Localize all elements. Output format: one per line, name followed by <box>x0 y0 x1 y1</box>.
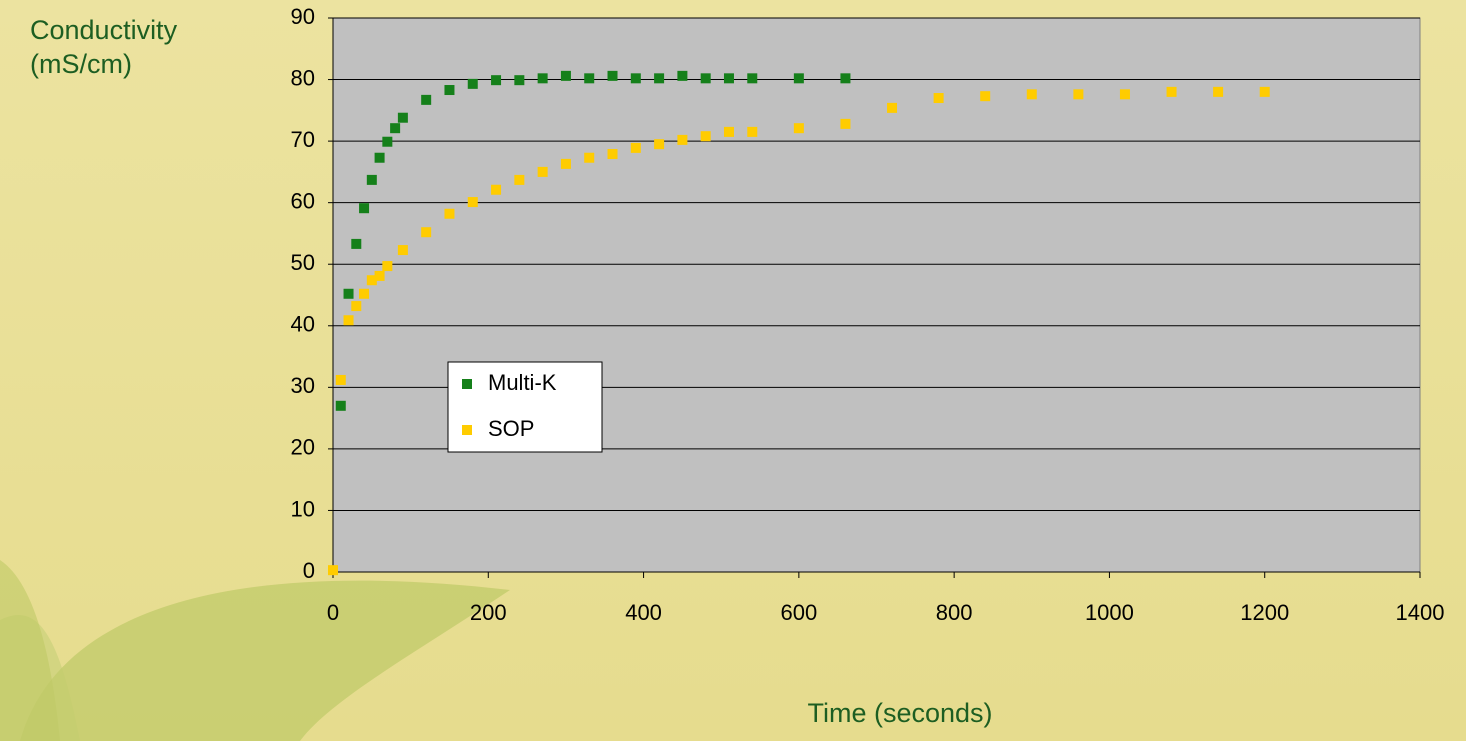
x-tick-label: 200 <box>470 600 507 625</box>
leaf-decoration <box>20 580 510 741</box>
point <box>793 73 804 84</box>
point <box>366 174 377 185</box>
y-tick-label: 30 <box>291 373 315 398</box>
point <box>1026 89 1037 100</box>
y-tick-label: 80 <box>291 65 315 90</box>
point <box>1259 86 1270 97</box>
point <box>397 245 408 256</box>
point <box>491 75 502 86</box>
point <box>793 123 804 134</box>
point <box>537 166 548 177</box>
plot-area <box>332 17 1421 573</box>
y-tick-label: 50 <box>291 250 315 275</box>
point <box>537 73 548 84</box>
grid: 0 10 20 30 40 50 60 70 80 90 0 200 400 600 800 1000 1200… <box>291 4 1445 625</box>
point <box>980 91 991 102</box>
point <box>1213 86 1224 97</box>
legend-label: SOP <box>488 416 534 441</box>
legend-marker <box>462 425 472 435</box>
x-tick-label: 1200 <box>1240 600 1289 625</box>
x-tick-label: 0 <box>327 600 339 625</box>
y-tick-label: 10 <box>291 496 315 521</box>
point <box>560 158 571 169</box>
point <box>584 152 595 163</box>
points <box>328 70 1270 576</box>
legend-label: Multi-K <box>488 370 557 395</box>
y-tick-label: 90 <box>291 4 315 29</box>
x-axis-title: Time (seconds) <box>807 698 992 728</box>
point <box>343 315 354 326</box>
point <box>654 73 665 84</box>
point <box>1073 89 1084 100</box>
point <box>351 301 362 312</box>
point <box>747 73 758 84</box>
point <box>1166 86 1177 97</box>
point <box>723 126 734 137</box>
point <box>700 131 711 142</box>
point <box>584 73 595 84</box>
point <box>840 118 851 129</box>
y-tick-label: 20 <box>291 435 315 460</box>
point <box>607 149 618 160</box>
point <box>723 73 734 84</box>
y-axis-title: Conductivity (mS/cm) <box>30 15 178 79</box>
point <box>514 75 525 86</box>
x-tick-label: 400 <box>625 600 662 625</box>
y-tick-label: 70 <box>291 127 315 152</box>
point <box>351 238 362 249</box>
point <box>630 73 641 84</box>
point <box>514 174 525 185</box>
x-tick-label: 800 <box>936 600 973 625</box>
y-tick-label: 0 <box>303 558 315 583</box>
point <box>382 261 393 272</box>
point <box>491 184 502 195</box>
point <box>467 197 478 208</box>
point <box>654 139 665 150</box>
point <box>343 288 354 299</box>
point <box>382 136 393 147</box>
legend-marker <box>462 379 472 389</box>
point <box>840 73 851 84</box>
point <box>421 94 432 105</box>
point <box>374 152 385 163</box>
point <box>444 85 455 96</box>
point <box>335 400 346 411</box>
point <box>374 270 385 281</box>
x-tick-label: 1400 <box>1396 600 1445 625</box>
legend-box <box>447 361 603 453</box>
point <box>444 208 455 219</box>
point <box>359 203 370 214</box>
point <box>390 123 401 134</box>
point <box>467 78 478 89</box>
point <box>359 288 370 299</box>
point <box>887 102 898 113</box>
y-tick-label: 60 <box>291 188 315 213</box>
point <box>560 70 571 81</box>
point <box>607 70 618 81</box>
legend: Multi-K SOP <box>447 361 603 453</box>
x-tick-label: 600 <box>780 600 817 625</box>
x-tick-label: 1000 <box>1085 600 1134 625</box>
point <box>397 112 408 123</box>
point <box>700 73 711 84</box>
point <box>677 70 688 81</box>
point <box>421 227 432 238</box>
point <box>366 275 377 286</box>
point <box>677 134 688 145</box>
point <box>1119 89 1130 100</box>
point <box>630 142 641 153</box>
point <box>328 565 338 576</box>
point <box>747 126 758 137</box>
point <box>933 93 944 104</box>
point <box>335 374 346 385</box>
leaf-decoration <box>0 560 60 741</box>
y-tick-label: 40 <box>291 312 315 337</box>
